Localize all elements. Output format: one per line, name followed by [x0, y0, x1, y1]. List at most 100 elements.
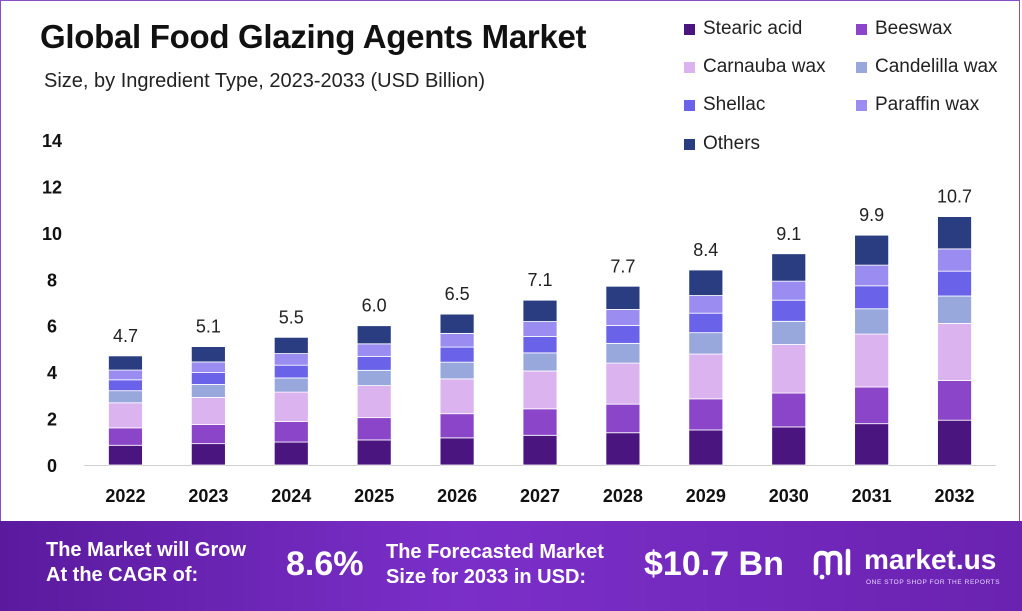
bar-segment-paraffin-wax — [190, 361, 226, 374]
legend-swatch — [856, 61, 867, 73]
x-tick-label: 2031 — [852, 486, 892, 506]
bar-segment-candelilla-wax — [688, 332, 724, 355]
legend-swatch — [684, 61, 695, 73]
bar-segment-stearic-acid — [937, 419, 972, 466]
chart-subtitle: Size, by Ingredient Type, 2023-2033 (USD… — [44, 70, 485, 92]
bar-total-label: 6.0 — [362, 296, 387, 316]
bar-segment-shellac — [688, 312, 724, 334]
bar-total-label: 9.1 — [776, 224, 801, 244]
y-tick-label: 4 — [47, 363, 57, 383]
bar-segment-paraffin-wax — [522, 321, 558, 337]
stacked-bar-chart: 0 2 4 6 8 10 12 14 4.7 2022 5.1 2023 5.5 2024 6.0 2025 6… — [42, 131, 996, 506]
bar-segment-beeswax — [605, 403, 641, 434]
bar-segment-beeswax — [937, 380, 972, 421]
bar-segment-shellac — [273, 364, 309, 379]
bar-segment-candelilla-wax — [771, 320, 807, 345]
bar-segment-carnauba-wax — [439, 378, 475, 415]
bar-segment-carnauba-wax — [108, 402, 143, 429]
forecast-label: The Forecasted Market Size for 2033 in U… — [386, 540, 604, 590]
y-tick-label: 6 — [47, 317, 57, 337]
legend-label: Beeswax — [875, 18, 953, 39]
bar-segment-candelilla-wax — [190, 384, 226, 398]
bar-segment-paraffin-wax — [356, 343, 392, 357]
bar-segment-paraffin-wax — [854, 264, 890, 287]
cagr-label: The Market will Grow At the CAGR of: — [46, 538, 246, 588]
legend-swatch — [684, 138, 695, 150]
legend-swatch — [684, 23, 695, 35]
bar-segment-beeswax — [688, 398, 724, 431]
bar-segment-stearic-acid — [108, 444, 143, 466]
legend-swatch — [856, 99, 867, 111]
bar-segment-shellac — [605, 325, 641, 344]
bar-total-label: 6.5 — [445, 284, 470, 304]
legend-item-candelilla-wax: Candelilla wax — [856, 56, 998, 78]
y-tick-label: 14 — [42, 131, 62, 151]
bar-segment-carnauba-wax — [522, 370, 558, 410]
bar-segment-beeswax — [190, 424, 226, 445]
bar-segment-others — [356, 325, 392, 345]
bar-segment-paraffin-wax — [108, 369, 143, 381]
bar-segment-beeswax — [356, 417, 392, 441]
bar-segment-stearic-acid — [688, 429, 724, 466]
cagr-value: 8.6% — [286, 545, 364, 583]
bar-segment-beeswax — [522, 408, 558, 436]
bar-segment-carnauba-wax — [937, 322, 972, 381]
forecast-label-line1: The Forecasted Market — [386, 541, 604, 563]
bar-segment-others — [273, 336, 309, 354]
x-tick-label: 2026 — [437, 486, 477, 506]
y-tick-label: 8 — [47, 270, 57, 290]
bar-segment-paraffin-wax — [273, 353, 309, 366]
bar-segment-others — [771, 253, 807, 282]
bar-segment-beeswax — [439, 413, 475, 439]
legend-item-beeswax: Beeswax — [856, 18, 952, 40]
bar-segment-others — [605, 285, 641, 310]
bar-segment-shellac — [108, 379, 143, 392]
legend-item-paraffin-wax: Paraffin wax — [856, 94, 979, 116]
bar-segment-candelilla-wax — [356, 369, 392, 387]
bar-segment-stearic-acid — [854, 423, 890, 466]
legend-swatch — [856, 23, 867, 35]
bar-segment-stearic-acid — [273, 441, 309, 466]
x-tick-label: 2022 — [105, 486, 145, 506]
bar-segment-shellac — [771, 299, 807, 322]
bar-segment-shellac — [937, 270, 972, 297]
bar-total-label: 7.1 — [527, 270, 552, 290]
legend-label: Candelilla wax — [875, 56, 998, 77]
legend-label: Others — [703, 133, 761, 154]
bar-segment-stearic-acid — [771, 426, 807, 466]
forecast-value: $10.7 Bn — [644, 545, 784, 583]
bar-segment-candelilla-wax — [854, 308, 890, 335]
x-tick-label: 2023 — [188, 486, 228, 506]
bar-segment-others — [190, 346, 226, 363]
bar-segment-beeswax — [771, 392, 807, 428]
bar-segment-carnauba-wax — [688, 353, 724, 400]
bar-segment-shellac — [854, 285, 890, 310]
legend-label: Stearic acid — [703, 18, 803, 39]
bar-segment-candelilla-wax — [605, 342, 641, 364]
x-tick-label: 2024 — [271, 486, 311, 506]
bar-total-label: 10.7 — [937, 187, 972, 207]
bar-segment-carnauba-wax — [356, 385, 392, 419]
x-tick-label: 2028 — [603, 486, 643, 506]
bar-segment-stearic-acid — [190, 443, 226, 466]
bar-segment-others — [854, 234, 890, 266]
bar-segment-candelilla-wax — [522, 352, 558, 372]
bar-segment-paraffin-wax — [605, 309, 641, 326]
legend-item-carnauba-wax: Carnauba wax — [684, 56, 826, 78]
x-tick-label: 2025 — [354, 486, 394, 506]
bar-segment-carnauba-wax — [771, 344, 807, 394]
bar-segment-others — [522, 299, 558, 322]
legend-label: Shellac — [703, 94, 766, 115]
bar-total-label: 9.9 — [859, 205, 884, 225]
footer-banner: The Market will Grow At the CAGR of: 8.6… — [0, 521, 1022, 611]
bar-segment-carnauba-wax — [605, 362, 641, 405]
bar-segment-stearic-acid — [439, 437, 475, 466]
bar-segment-stearic-acid — [605, 432, 641, 466]
bar-segment-others — [688, 269, 724, 296]
bar-segment-paraffin-wax — [937, 248, 972, 272]
bar-segment-stearic-acid — [522, 434, 558, 466]
bar-segment-others — [108, 355, 143, 371]
y-tick-label: 2 — [47, 410, 57, 430]
bar-segment-shellac — [522, 335, 558, 354]
bar-segment-stearic-acid — [356, 439, 392, 466]
